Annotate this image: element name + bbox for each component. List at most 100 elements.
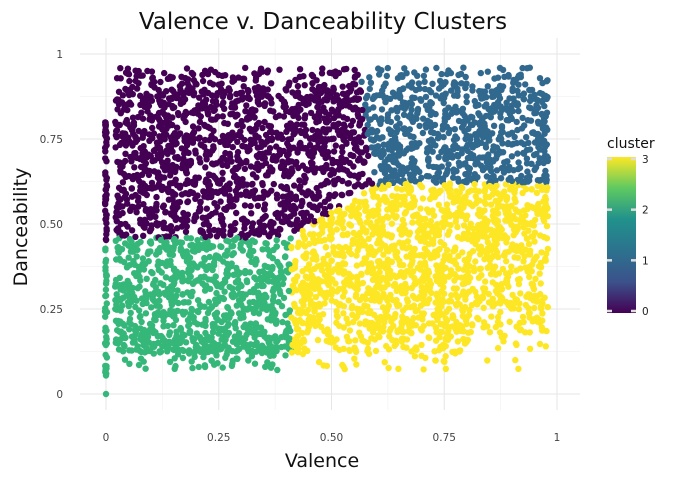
scatter-point [191,335,198,342]
scatter-point [285,287,293,295]
scatter-point [474,159,481,167]
scatter-point [523,174,531,181]
scatter-point [186,272,193,279]
scatter-point [358,78,365,86]
scatter-point [139,115,147,122]
scatter-point [243,277,250,284]
scatter-point [235,74,242,81]
scatter-point [348,212,355,220]
scatter-point [183,170,190,177]
scatter-point [273,281,280,289]
scatter-point [410,201,418,208]
scatter-point [255,289,262,296]
scatter-point [309,192,316,199]
scatter-point [179,291,186,298]
scatter-point [435,201,442,208]
scatter-point [333,288,341,295]
scatter-point [102,207,109,215]
scatter-point [493,182,500,190]
scatter-point [242,108,249,115]
scatter-point [189,71,197,78]
scatter-point [345,248,353,255]
scatter-point [282,352,289,359]
scatter-point [144,67,151,75]
scatter-point [294,349,302,356]
scatter-point [290,276,298,284]
scatter-point [182,339,190,346]
scatter-point [310,248,317,255]
scatter-point [238,282,245,290]
scatter-point [347,151,354,159]
scatter-point [124,120,131,128]
scatter-point [347,189,354,197]
scatter-point [288,165,295,172]
scatter-point [533,253,540,260]
scatter-point [492,155,500,162]
scatter-point [219,102,226,109]
scatter-point [127,153,134,161]
scatter-point [239,310,247,318]
scatter-point [425,320,433,327]
scatter-point [126,315,134,323]
scatter-point [313,165,320,172]
scatter-point [471,180,478,188]
scatter-point [319,65,326,72]
scatter-point [175,155,182,162]
scatter-point [402,201,409,208]
scatter-point [150,343,157,350]
scatter-point [411,69,418,76]
scatter-point [404,298,411,305]
scatter-point [102,327,110,334]
scatter-point [484,239,491,246]
scatter-point [299,189,306,196]
scatter-point [132,233,139,241]
scatter-point [332,344,339,351]
scatter-point [266,128,274,135]
scatter-point [519,313,527,321]
scatter-point [285,82,292,89]
scatter-point [261,155,268,162]
scatter-point [266,222,273,229]
scatter-point [309,126,316,134]
scatter-point [385,346,393,353]
x-tick-label: 0.25 [207,432,230,444]
scatter-point [416,219,423,227]
scatter-point [261,201,269,208]
scatter-point [531,166,538,174]
scatter-point [442,342,449,350]
scatter-point [278,302,286,310]
scatter-point [113,75,121,82]
scatter-point [440,99,447,107]
scatter-point [333,226,340,233]
scatter-point [462,273,470,280]
scatter-point [310,149,318,157]
scatter-point [382,166,389,173]
scatter-point [247,141,255,148]
scatter-point [484,68,491,75]
scatter-point [185,89,193,97]
scatter-point [292,257,299,265]
scatter-point [458,124,466,131]
scatter-point [534,130,542,138]
scatter-point [412,280,419,287]
scatter-point [277,290,284,297]
scatter-point [526,273,533,281]
scatter-point [467,154,475,162]
scatter-point [171,355,178,362]
scatter-point [521,141,528,148]
scatter-point [381,231,389,238]
scatter-point [192,147,199,154]
scatter-point [494,253,502,261]
scatter-point [156,349,164,356]
scatter-point [422,102,430,109]
scatter-point [345,297,352,304]
scatter-point [271,311,279,318]
scatter-point [446,297,453,304]
scatter-point [408,106,415,114]
scatter-point [379,294,386,301]
scatter-point [277,163,285,170]
scatter-point [501,159,508,166]
scatter-point [229,242,237,250]
scatter-point [255,119,262,127]
x-tick-label: 0.75 [433,432,456,444]
